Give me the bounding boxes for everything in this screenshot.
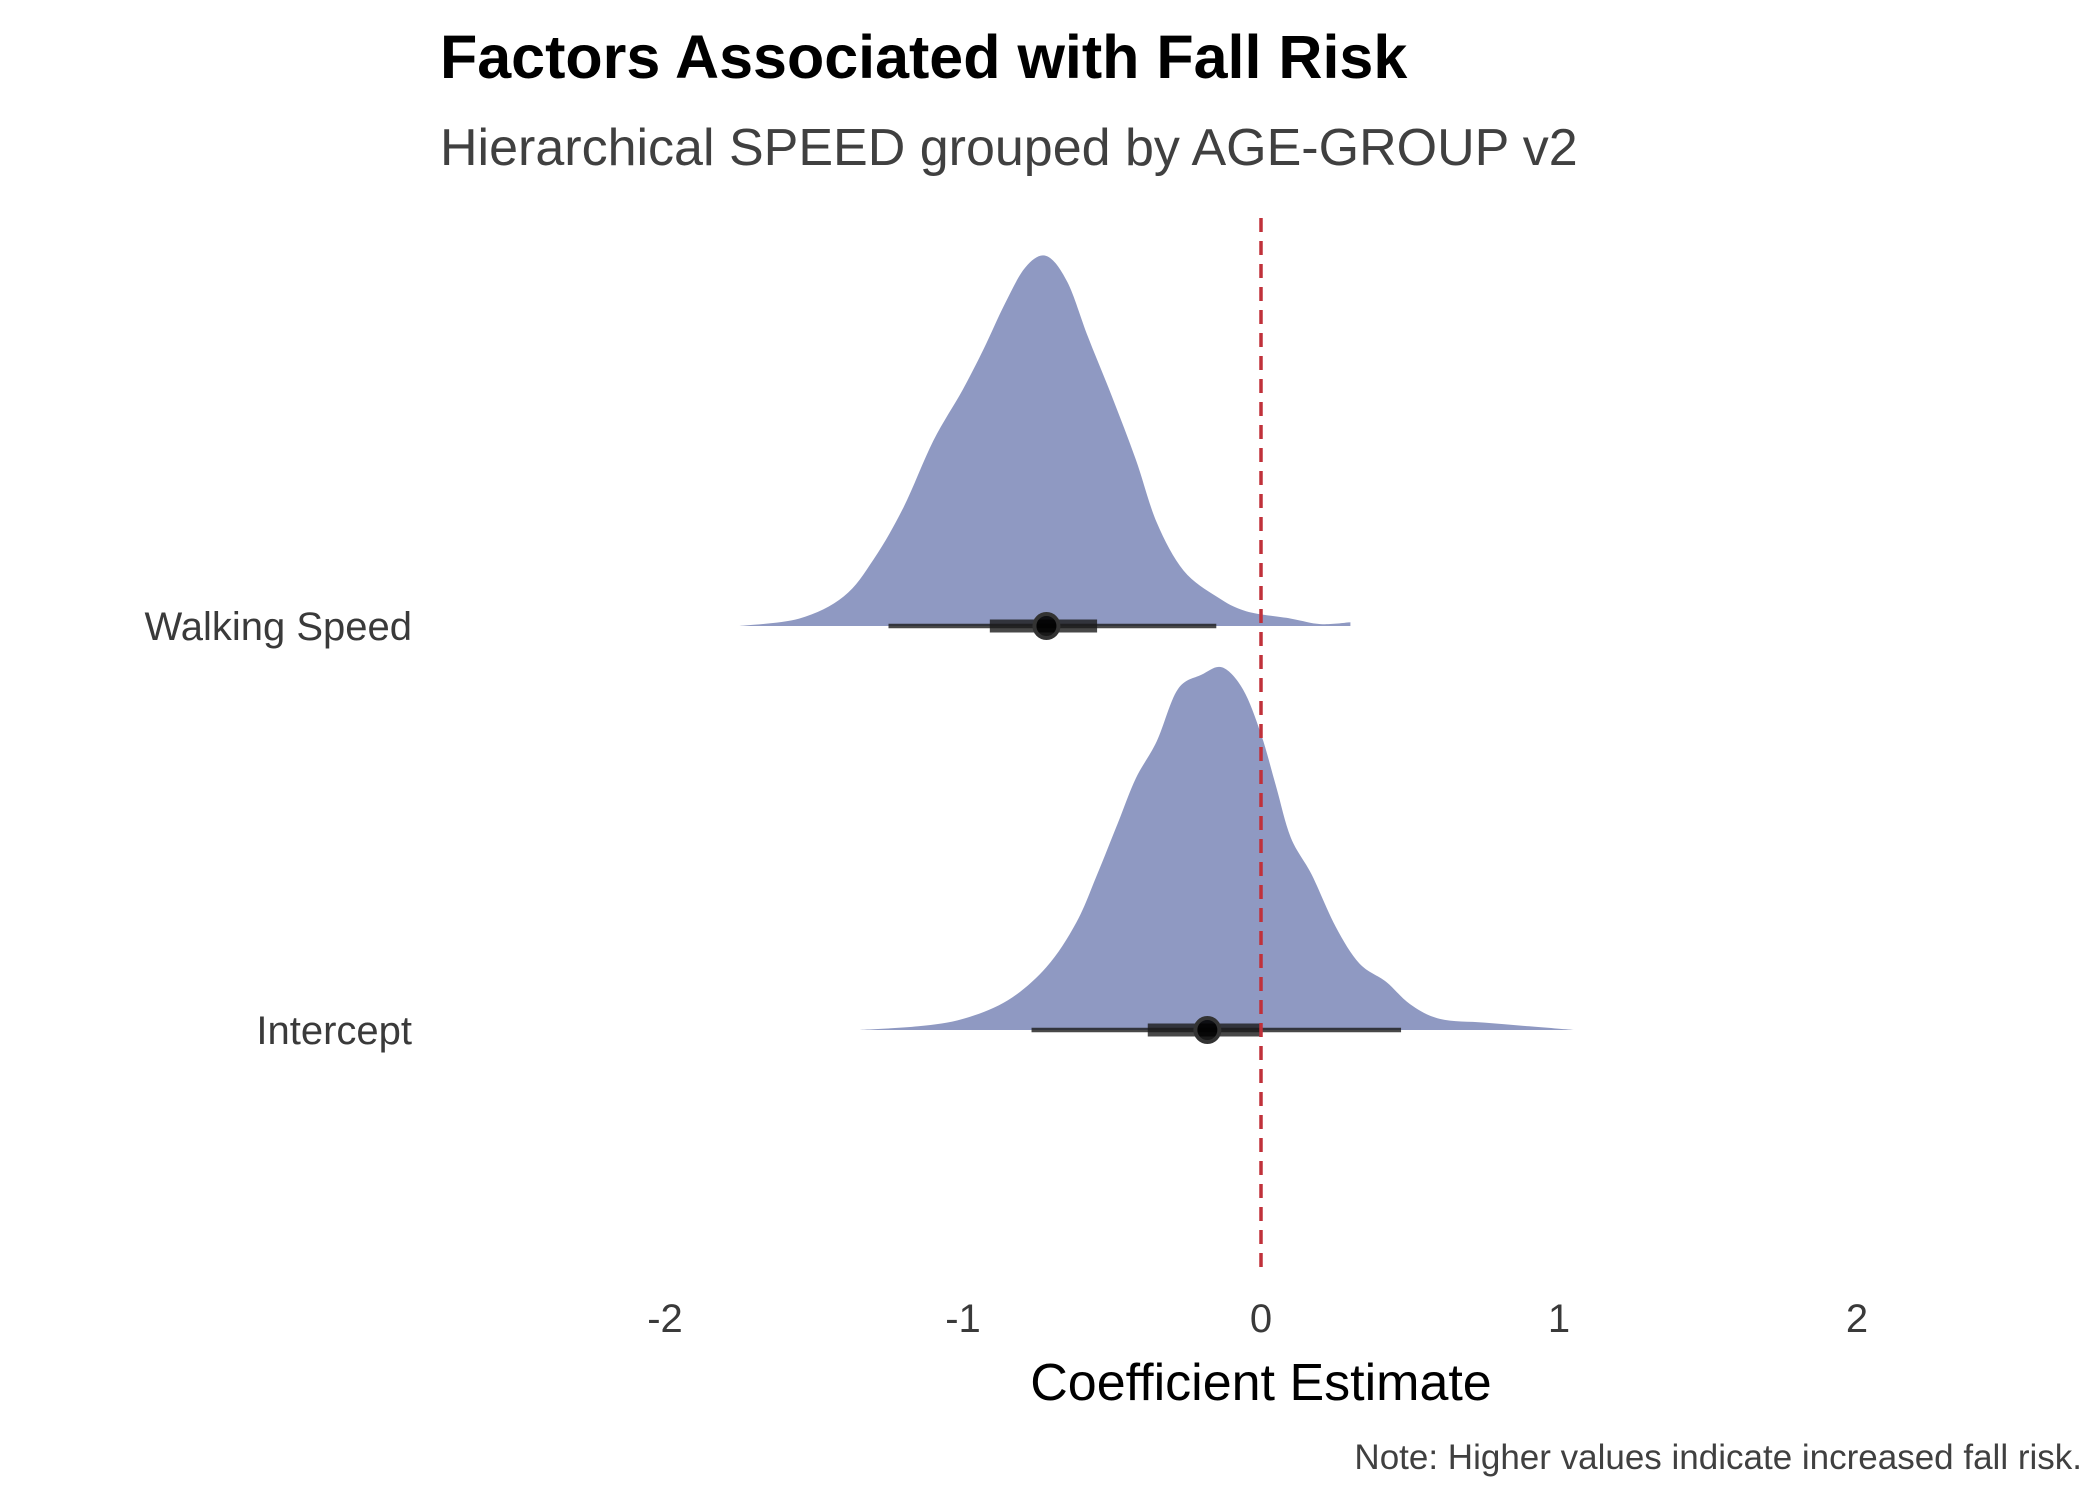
- x-axis: -2 -1 0 1 2: [647, 1297, 1868, 1341]
- x-tick-label: 2: [1846, 1297, 1868, 1341]
- x-axis-label: Coefficient Estimate: [1030, 1354, 1491, 1412]
- plot-area: Walking Speed Intercept: [144, 218, 1574, 1270]
- median-point-intercept: [1193, 1016, 1222, 1044]
- density-area-walking-speed: [739, 255, 1351, 626]
- chart-caption: Note: Higher values indicate increased f…: [1354, 1438, 2082, 1477]
- y-label-intercept: Intercept: [256, 1009, 412, 1053]
- median-point-walking-speed: [1032, 612, 1061, 640]
- ridge-walking-speed: Walking Speed: [144, 255, 1351, 649]
- x-tick-label: -2: [647, 1297, 683, 1341]
- x-tick-label: 1: [1548, 1297, 1570, 1341]
- y-label-walking-speed: Walking Speed: [144, 605, 412, 649]
- x-tick-label: 0: [1250, 1297, 1272, 1341]
- x-tick-label: -1: [945, 1297, 981, 1341]
- ridge-intercept: Intercept: [256, 666, 1574, 1053]
- chart-title: Factors Associated with Fall Risk: [440, 23, 1407, 91]
- chart-subtitle: Hierarchical SPEED grouped by AGE-GROUP …: [440, 119, 1578, 177]
- density-area-intercept: [858, 666, 1574, 1030]
